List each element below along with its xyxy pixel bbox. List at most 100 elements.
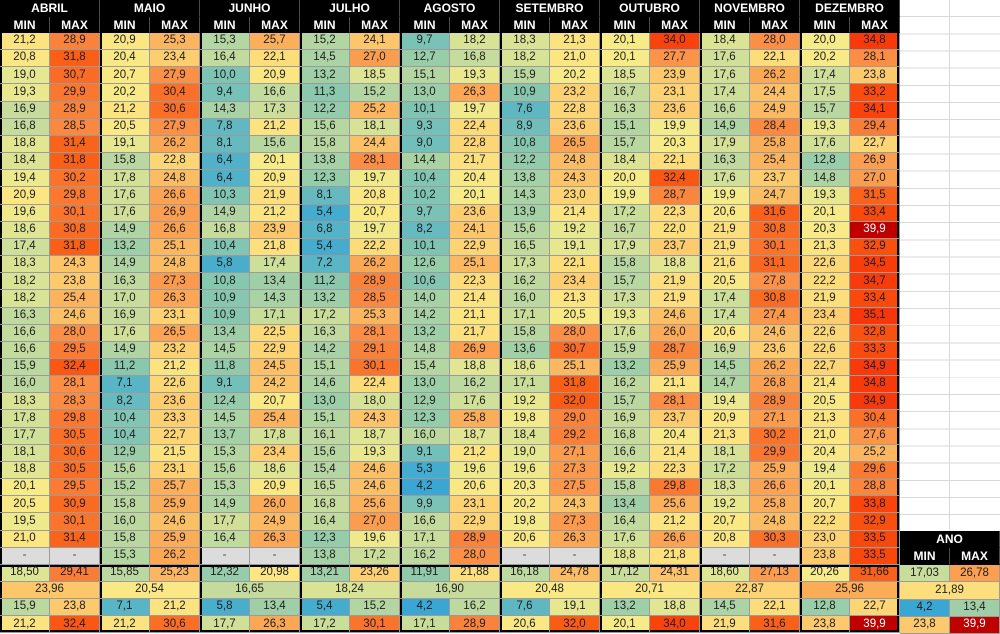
temp-cell[interactable]: 20,9 xyxy=(0,187,50,205)
temp-cell[interactable]: 30,4 xyxy=(150,84,200,102)
ano-title[interactable]: ANO xyxy=(900,530,1000,549)
temp-cell[interactable]: 13,4 xyxy=(200,324,250,342)
temp-cell[interactable]: 10,1 xyxy=(400,238,450,257)
temp-cell[interactable]: 34,5 xyxy=(850,256,900,274)
temp-cell[interactable]: 12,3 xyxy=(300,170,350,188)
temp-cell[interactable]: 13,2 xyxy=(100,238,150,257)
temp-cell[interactable]: 20,6 xyxy=(700,324,750,342)
temp-cell[interactable]: 15,1 xyxy=(300,358,350,377)
temp-cell[interactable]: 22,6 xyxy=(150,376,200,394)
temp-cell[interactable]: 18,2 xyxy=(450,33,500,51)
temp-cell[interactable]: 29,8 xyxy=(50,187,100,205)
temp-cell[interactable]: 24,3 xyxy=(550,496,600,514)
temp-cell[interactable]: 29,6 xyxy=(850,461,900,480)
temp-cell[interactable]: 20,5 xyxy=(0,496,50,514)
temp-cell[interactable]: 22,4 xyxy=(450,118,500,136)
temp-cell[interactable]: 21,4 xyxy=(800,376,850,394)
temp-cell[interactable]: 21,9 xyxy=(650,273,700,291)
temp-cell[interactable]: 20,5 xyxy=(800,393,850,411)
temp-cell[interactable]: 24,8 xyxy=(550,153,600,171)
temp-cell[interactable]: 30,1 xyxy=(750,238,800,257)
temp-cell[interactable]: 16,2 xyxy=(500,273,550,291)
temp-cell[interactable]: 29,5 xyxy=(50,341,100,359)
temp-cell[interactable]: 17,8 xyxy=(0,410,50,428)
temp-cell[interactable]: 23,1 xyxy=(150,461,200,480)
temp-cell[interactable]: 22,2 xyxy=(800,513,850,531)
temp-cell[interactable]: 19,3 xyxy=(450,67,500,85)
temp-cell[interactable]: 18,2 xyxy=(0,290,50,308)
temp-cell[interactable]: 17,3 xyxy=(500,256,550,274)
record-max-cell[interactable]: 20,6 xyxy=(500,616,550,634)
temp-cell[interactable]: 14,8 xyxy=(400,341,450,359)
temp-cell[interactable]: 18,1 xyxy=(0,444,50,462)
record-max-cell[interactable]: 32,4 xyxy=(50,616,100,634)
temp-cell[interactable]: 21,3 xyxy=(800,238,850,257)
temp-cell[interactable]: 25,4 xyxy=(50,290,100,308)
temp-cell[interactable]: 9,1 xyxy=(200,376,250,394)
temp-cell[interactable]: 28,0 xyxy=(450,547,500,565)
temp-cell[interactable]: 34,9 xyxy=(850,358,900,377)
temp-cell[interactable]: 20,7 xyxy=(800,496,850,514)
month-header-novembro[interactable]: NOVEMBRO xyxy=(700,0,800,17)
temp-cell[interactable]: 28,8 xyxy=(850,479,900,497)
temp-cell[interactable]: 30,6 xyxy=(150,101,200,119)
temp-cell[interactable]: 13,8 xyxy=(300,153,350,171)
temp-cell[interactable]: 28,0 xyxy=(50,324,100,342)
temp-cell[interactable]: 27,9 xyxy=(150,118,200,136)
temp-cell[interactable]: 23,2 xyxy=(550,84,600,102)
temp-cell[interactable]: 26,2 xyxy=(150,547,200,565)
temp-cell[interactable]: 17,2 xyxy=(350,547,400,565)
temp-cell[interactable]: 35,1 xyxy=(850,307,900,325)
temp-cell[interactable]: 23,4 xyxy=(250,444,300,462)
temp-cell[interactable]: 18,0 xyxy=(350,393,400,411)
temp-cell[interactable]: 19,1 xyxy=(100,135,150,154)
avg-min-cell[interactable]: 11,91 xyxy=(400,564,450,582)
temp-cell[interactable]: 39,9 xyxy=(850,221,900,239)
temp-cell[interactable]: 20,1 xyxy=(450,187,500,205)
record-max-cell[interactable]: 31,6 xyxy=(750,616,800,634)
temp-cell[interactable]: 12,3 xyxy=(400,410,450,428)
temp-cell[interactable]: 17,1 xyxy=(400,530,450,548)
avg-min-cell[interactable]: 18,50 xyxy=(0,564,50,582)
avg-min-cell[interactable]: 18,60 xyxy=(700,564,750,582)
temp-cell[interactable]: 28,3 xyxy=(50,393,100,411)
temp-cell[interactable]: 22,2 xyxy=(350,238,400,257)
temp-cell[interactable]: 23,4 xyxy=(800,307,850,325)
temp-cell[interactable]: 32,4 xyxy=(650,170,700,188)
temp-cell[interactable]: 26,5 xyxy=(150,324,200,342)
temp-cell[interactable]: 30,8 xyxy=(750,290,800,308)
temp-cell[interactable]: 20,3 xyxy=(500,479,550,497)
temp-cell[interactable]: 25,1 xyxy=(150,238,200,257)
temp-cell[interactable]: 9,7 xyxy=(400,204,450,222)
temp-cell[interactable]: 13,0 xyxy=(400,376,450,394)
record-max-cell[interactable]: 30,6 xyxy=(150,616,200,634)
temp-cell[interactable]: 15,6 xyxy=(250,135,300,154)
temp-cell[interactable]: 16,1 xyxy=(300,427,350,445)
temp-cell[interactable]: 15,4 xyxy=(400,358,450,377)
record-min-cell[interactable]: 14,5 xyxy=(700,599,750,617)
temp-cell[interactable]: 30,2 xyxy=(50,170,100,188)
temp-cell[interactable]: 27,5 xyxy=(550,479,600,497)
temp-cell[interactable]: 21,0 xyxy=(0,530,50,548)
temp-cell[interactable]: 25,7 xyxy=(150,479,200,497)
temp-cell[interactable]: 20,1 xyxy=(0,479,50,497)
temp-cell[interactable]: 18,4 xyxy=(500,427,550,445)
temp-cell[interactable]: 26,8 xyxy=(750,376,800,394)
temp-cell[interactable]: 32,8 xyxy=(850,324,900,342)
temp-cell[interactable]: 20,6 xyxy=(450,479,500,497)
temp-cell[interactable]: 13,2 xyxy=(300,67,350,85)
temp-cell[interactable]: 23,7 xyxy=(650,238,700,257)
temp-cell[interactable]: 28,9 xyxy=(50,33,100,51)
temp-cell[interactable]: 30,7 xyxy=(50,67,100,85)
temp-cell[interactable]: 33,5 xyxy=(850,530,900,548)
min-column-header[interactable]: MIN xyxy=(400,17,450,33)
record-min-cell[interactable]: 5,8 xyxy=(200,599,250,617)
temp-cell[interactable]: 19,4 xyxy=(700,393,750,411)
record-max-cell[interactable]: 30,1 xyxy=(350,616,400,634)
temp-cell[interactable]: 17,4 xyxy=(700,84,750,102)
temp-cell[interactable]: 26,0 xyxy=(650,324,700,342)
record-min-cell[interactable]: 23,8 xyxy=(50,599,100,617)
ano-min-header[interactable]: MIN xyxy=(900,548,950,566)
temp-cell[interactable]: 16,7 xyxy=(600,84,650,102)
temp-cell[interactable]: 16,9 xyxy=(700,341,750,359)
